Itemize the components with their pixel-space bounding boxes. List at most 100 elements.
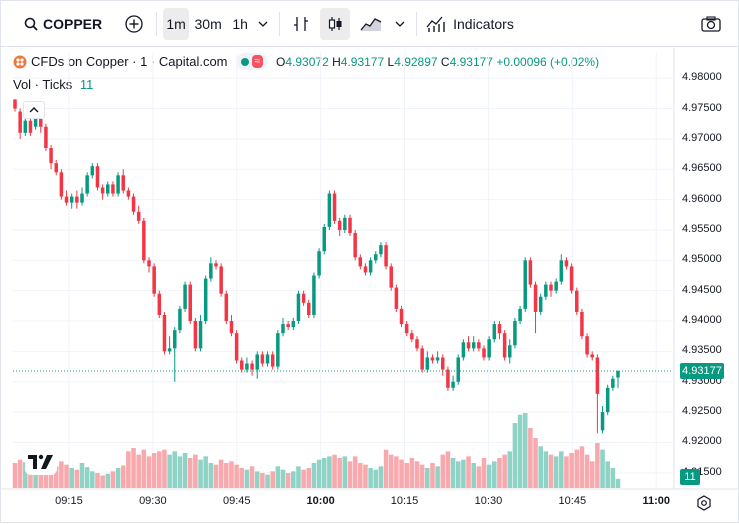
volume-bar bbox=[280, 469, 286, 488]
volume-bar bbox=[564, 456, 569, 488]
volume-bar bbox=[394, 456, 399, 488]
market-status-badge[interactable]: ≈ bbox=[235, 53, 269, 70]
candle-body bbox=[270, 354, 275, 367]
volume-bar bbox=[95, 473, 100, 488]
volume-bar bbox=[17, 459, 23, 488]
price-tick-label: 4.94000 bbox=[682, 314, 722, 327]
candle-body bbox=[384, 245, 388, 267]
settings-icon[interactable] bbox=[696, 495, 712, 511]
candle-body bbox=[178, 308, 182, 331]
candle-body bbox=[441, 357, 445, 370]
volume-bar bbox=[12, 463, 18, 488]
volume-bar bbox=[172, 451, 178, 488]
open-value: 4.93072 bbox=[285, 54, 329, 69]
candle-body bbox=[245, 363, 249, 370]
candle-body bbox=[533, 284, 538, 312]
price-tick-label: 4.96500 bbox=[682, 162, 722, 175]
volume-bar bbox=[198, 459, 203, 488]
candle-body bbox=[95, 166, 100, 188]
candle-body bbox=[404, 324, 409, 334]
volume-bar bbox=[533, 438, 538, 488]
volume-bar bbox=[342, 456, 348, 488]
candle-body bbox=[255, 354, 259, 370]
volume-bar bbox=[368, 468, 373, 488]
candle-body bbox=[466, 342, 471, 349]
volume-bar bbox=[187, 458, 193, 488]
volume-bar bbox=[388, 454, 394, 488]
symbol-label[interactable]: COPPER bbox=[43, 15, 103, 32]
volume-bar bbox=[450, 458, 456, 488]
volume-bar bbox=[373, 469, 379, 488]
market-open-icon bbox=[240, 57, 249, 66]
candle-body bbox=[492, 324, 497, 340]
volume-bar bbox=[285, 473, 291, 488]
candle-body bbox=[332, 193, 337, 221]
area-style-icon[interactable] bbox=[356, 8, 386, 40]
collapse-legend-button[interactable] bbox=[23, 101, 45, 119]
toolbar-divider bbox=[279, 11, 281, 36]
series-title[interactable]: CFDs on Copper · 1 · Capital.com bbox=[31, 54, 228, 69]
candle-body bbox=[28, 120, 33, 133]
volume-bar bbox=[445, 451, 451, 488]
bar-style-icon[interactable] bbox=[286, 8, 316, 40]
volume-bar bbox=[213, 464, 219, 488]
volume-bar bbox=[260, 473, 265, 488]
candle-body bbox=[564, 260, 569, 267]
ohlc-values: O4.93072 H4.93177 L4.92897 C4.93177 +0.0… bbox=[276, 55, 599, 69]
candle-body bbox=[49, 148, 53, 164]
volume-bar bbox=[115, 468, 121, 488]
candle-body bbox=[399, 308, 404, 325]
candle-body bbox=[203, 278, 208, 322]
interval-1h-button[interactable]: 1h bbox=[232, 15, 248, 32]
volume-label[interactable]: Vol · Ticks bbox=[13, 77, 73, 92]
candle-body bbox=[322, 226, 326, 252]
camera-icon[interactable] bbox=[698, 8, 724, 40]
close-value: 4.93177 bbox=[449, 54, 493, 69]
volume-bar bbox=[589, 461, 595, 488]
candle-body bbox=[23, 120, 28, 133]
candle-body bbox=[13, 99, 17, 109]
price-tick-label: 4.92000 bbox=[682, 435, 722, 448]
indicators-icon[interactable] bbox=[423, 8, 449, 40]
compare-add-icon[interactable] bbox=[118, 8, 150, 40]
toolbar-divider bbox=[416, 11, 418, 36]
candle-body bbox=[183, 284, 187, 309]
candle-style-icon[interactable] bbox=[320, 7, 351, 40]
candle-body bbox=[379, 245, 383, 255]
indicators-button[interactable]: Indicators bbox=[453, 15, 514, 32]
interval-1m-button[interactable]: 1m bbox=[163, 7, 190, 40]
candle-body bbox=[167, 348, 172, 352]
search-icon[interactable] bbox=[21, 8, 41, 40]
volume-bar bbox=[512, 423, 518, 488]
time-tick-label: 09:45 bbox=[222, 495, 251, 507]
volume-bar bbox=[517, 414, 523, 488]
candle-body bbox=[616, 370, 620, 378]
tradingview-logo[interactable] bbox=[25, 447, 57, 475]
interval-30m-button[interactable]: 30m bbox=[194, 15, 222, 32]
volume-bar bbox=[193, 454, 198, 488]
chevron-up-icon bbox=[29, 107, 39, 113]
volume-bar bbox=[296, 466, 301, 488]
volume-bar bbox=[234, 464, 239, 488]
candle-body bbox=[487, 339, 491, 358]
style-chevron-down-icon[interactable] bbox=[390, 8, 410, 40]
candle-body bbox=[425, 357, 430, 370]
volume-bar bbox=[419, 464, 425, 488]
price-tick-label: 4.95500 bbox=[682, 222, 722, 235]
candle-body bbox=[276, 333, 280, 367]
volume-bar bbox=[466, 456, 471, 488]
candle-body bbox=[142, 220, 146, 261]
candle-body bbox=[301, 293, 306, 303]
volume-bar bbox=[455, 461, 461, 488]
time-tick-label: 11:00 bbox=[642, 495, 670, 507]
interval-chevron-down-icon[interactable] bbox=[253, 8, 273, 40]
candle-body bbox=[611, 378, 615, 388]
candle-body bbox=[343, 217, 347, 230]
volume-bar bbox=[378, 466, 384, 488]
volume-bar bbox=[74, 469, 80, 488]
candle-body bbox=[59, 172, 64, 197]
volume-bar bbox=[574, 449, 580, 488]
volume-bar bbox=[435, 466, 440, 488]
candle-body bbox=[461, 342, 466, 358]
